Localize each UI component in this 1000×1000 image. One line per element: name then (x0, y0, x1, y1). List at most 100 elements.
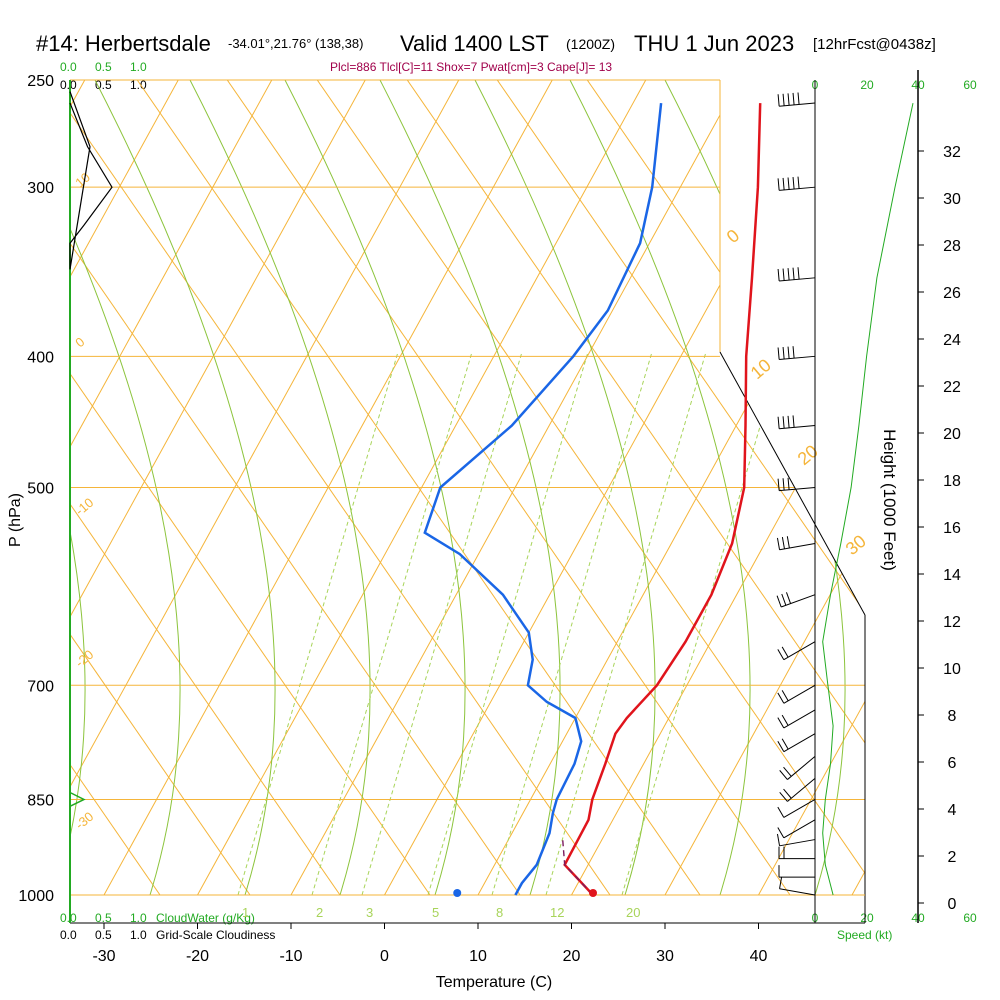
cloud-ticks-top: 0.0 0.5 1.0 0.0 0.5 1.0 (60, 60, 147, 92)
cloud-tick-bottom-green: 1.0 (130, 911, 147, 925)
mixing-ratio-line (545, 351, 707, 896)
cloud-water-label: CloudWater (g/Kg) (156, 911, 255, 925)
cloud-tick-bottom-green: 0.5 (95, 911, 112, 925)
moist-adiabat-line (379, 80, 561, 896)
wind-barb-flag (776, 833, 781, 846)
wind-barb-shaft (779, 186, 816, 191)
wind-barb-flag (781, 690, 789, 702)
wind-barb-flag (777, 827, 785, 839)
cloudiness-label: Grid-Scale Cloudiness (156, 928, 275, 942)
clipped-grid (70, 80, 865, 896)
height-tick-label: 32 (943, 144, 961, 161)
moist-adiabat-line (70, 80, 181, 896)
height-tick-label: 20 (943, 426, 961, 443)
dry-adiabat-line (70, 80, 251, 896)
cloud-panel (69, 80, 113, 923)
isotherm-label: 0 (72, 334, 87, 350)
mixing-ratio-line (237, 351, 399, 896)
wind-barb-shaft (787, 756, 816, 780)
height-tick-label: 4 (948, 802, 957, 819)
wind-barb-flag (776, 537, 781, 550)
wind-barb-shaft (783, 684, 816, 704)
cloud-tick-bottom-black: 1.0 (130, 928, 147, 942)
cloud-tick-bottom-black: 0.0 (60, 928, 77, 942)
wind-barb-flag (787, 477, 790, 490)
pressure-tick-label: 700 (27, 678, 54, 695)
x-tick-label: 30 (656, 948, 674, 965)
mixing-ratio-line (491, 351, 653, 896)
speed-tick-top: 20 (860, 78, 874, 92)
dry-adiabat-line (70, 80, 431, 896)
height-tick-label: 22 (943, 379, 961, 396)
pressure-tick-label: 500 (27, 481, 54, 498)
wind-barb-flag (782, 478, 785, 491)
height-tick-label: 2 (948, 849, 957, 866)
moist-adiabat-line (284, 80, 466, 896)
wind-barb-shaft (781, 594, 816, 608)
wind-barb-shaft (783, 799, 816, 818)
wind-barb-shaft (783, 819, 816, 839)
dewpoint-line (423, 102, 663, 896)
mixing-ratio-label: 2 (316, 905, 323, 920)
height-tick-label: 26 (943, 285, 961, 302)
height-tick-label: 14 (943, 567, 961, 584)
height-tick-label: 10 (943, 661, 961, 678)
mixing-ratio-line (621, 351, 783, 896)
wind-barb-flag (783, 788, 792, 799)
wind-barb-flag (782, 93, 785, 106)
dry-adiabat-line (70, 80, 611, 896)
wind-barb-shaft (779, 277, 816, 282)
wind-barb-flag (777, 94, 780, 107)
wind-barb-flag (787, 93, 790, 106)
wind-barb-flag (792, 415, 795, 428)
wind-barb-flag (781, 593, 787, 606)
mixing-ratio-label: 5 (432, 905, 439, 920)
wind-speed-line (822, 102, 914, 896)
wind-barb-flag (792, 267, 795, 280)
isotherm-label: 30 (842, 531, 870, 559)
wind-barb-flag (781, 537, 785, 550)
isotherm-label: 20 (794, 441, 822, 469)
wind-barb-flag (777, 178, 780, 191)
height-tick-label: 12 (943, 614, 961, 631)
height-tick-label: 18 (943, 473, 961, 490)
speed-tick-bottom: 20 (860, 911, 874, 925)
height-tick-label: 24 (943, 332, 961, 349)
wind-barb-flag (777, 741, 785, 752)
wind-barb-flag (779, 876, 783, 889)
cloud-tick-bottom-green: 0.0 (60, 911, 77, 925)
cloud-tick-bottom-black: 0.5 (95, 928, 112, 942)
cloud-water-line (69, 791, 86, 808)
sounding-series (423, 102, 762, 897)
x-tick-label: -20 (186, 948, 209, 965)
wind-barb-shaft (783, 641, 816, 661)
wind-barb-flag (782, 416, 785, 429)
isotherm-line (70, 80, 179, 896)
wind-barb-flag (781, 714, 789, 726)
wind-barb-flag (787, 346, 790, 359)
wind-barb-flag (787, 415, 790, 428)
cloudiness-line (69, 91, 113, 270)
mixing-ratio-line (311, 351, 473, 896)
wind-barb-shaft (779, 425, 816, 430)
zulu-time: (1200Z) (566, 36, 615, 52)
wind-barb-shaft (779, 543, 816, 551)
wind-barb-flag (792, 92, 795, 105)
moist-adiabat-line (70, 80, 86, 896)
mixing-ratio-label: 12 (550, 905, 564, 920)
isotherm-label: -10 (72, 495, 96, 519)
wind-barb-shaft (783, 733, 816, 753)
x-tick-label: 10 (469, 948, 487, 965)
dry-adiabat-line (70, 80, 521, 896)
temperature-line (563, 103, 762, 896)
isotherm-label: 10 (747, 355, 775, 383)
wind-barb-shaft (779, 102, 816, 107)
pressure-tick-label: 250 (27, 73, 54, 90)
x-tick-label: -30 (92, 948, 115, 965)
mixing-ratio-label: 1 (242, 905, 249, 920)
wind-barb-flag (777, 347, 780, 360)
dry-adiabat-line (299, 80, 865, 896)
height-tick-label: 6 (948, 755, 957, 772)
height-tick-label: 8 (948, 708, 957, 725)
